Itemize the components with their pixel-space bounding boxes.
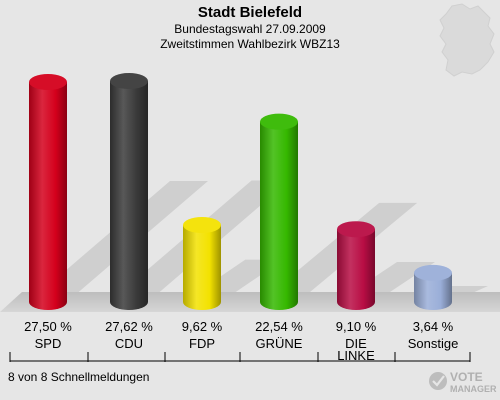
category-label: GRÜNE — [256, 336, 303, 351]
logo-text-manager: MANAGER — [450, 384, 497, 394]
vote-manager-logo: VOTE MANAGER — [429, 370, 497, 394]
bar-spd — [29, 74, 67, 310]
value-label: 3,64 % — [413, 319, 454, 334]
bar-die-linke — [337, 221, 375, 310]
category-label: Sonstige — [408, 336, 459, 351]
bar-cdu — [110, 73, 148, 310]
chart-subtitle-date: Bundestagswahl 27.09.2009 — [174, 22, 326, 36]
value-label: 22,54 % — [255, 319, 303, 334]
bar-grüne — [260, 113, 298, 310]
bar-fdp — [183, 217, 221, 310]
value-label: 9,62 % — [182, 319, 223, 334]
value-labels: 27,50 % 27,62 % 9,62 % 22,54 % 9,10 % 3,64 % — [24, 319, 454, 334]
value-label: 27,50 % — [24, 319, 72, 334]
category-label: SPD — [35, 336, 62, 351]
category-label: FDP — [189, 336, 215, 351]
category-label: DIE — [345, 336, 367, 351]
germany-map-icon — [439, 3, 495, 77]
category-label: LINKE — [337, 348, 375, 363]
bar-group — [29, 73, 452, 310]
value-label: 27,62 % — [105, 319, 153, 334]
status-text: 8 von 8 Schnellmeldungen — [8, 370, 149, 384]
category-label: CDU — [115, 336, 143, 351]
logo-text-vote: VOTE — [450, 370, 483, 384]
chart-subtitle-district: Zweitstimmen Wahlbezirk WBZ13 — [160, 37, 340, 51]
chart-title: Stadt Bielefeld — [198, 4, 302, 21]
bar-sonstige — [414, 264, 452, 310]
value-label: 9,10 % — [336, 319, 377, 334]
